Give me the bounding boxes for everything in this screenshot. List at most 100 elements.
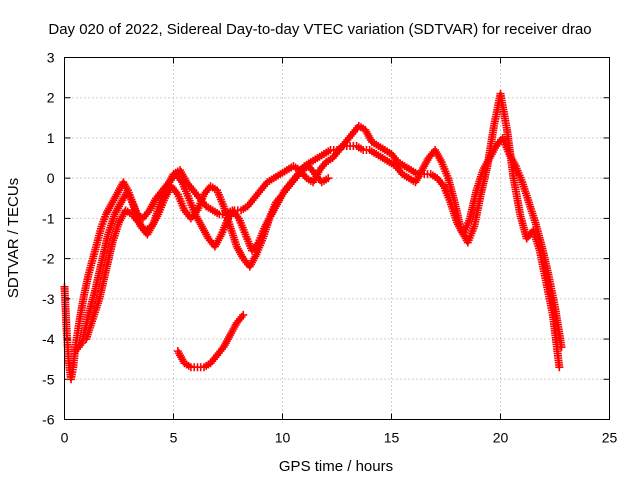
marker-trail xyxy=(387,159,398,169)
marker-trail xyxy=(312,172,325,185)
marker-trail xyxy=(396,159,407,169)
marker-trail xyxy=(477,164,491,197)
marker-trail xyxy=(198,224,212,241)
marker-trail xyxy=(102,240,116,273)
marker-trail xyxy=(206,236,218,249)
marker-trail xyxy=(240,256,253,269)
marker-trail xyxy=(98,232,112,265)
marker-trail xyxy=(428,171,440,181)
marker-trail xyxy=(123,207,134,218)
marker-trail xyxy=(208,353,220,366)
marker-trail xyxy=(309,155,320,165)
marker-trail xyxy=(306,164,318,177)
marker-trail xyxy=(173,172,185,185)
marker-trail xyxy=(227,320,240,338)
marker-trail xyxy=(164,172,177,189)
marker-trail xyxy=(111,200,125,217)
marker-trail xyxy=(225,208,237,221)
x-axis-label: GPS time / hours xyxy=(279,458,393,475)
marker-trail xyxy=(253,236,266,257)
marker-trail xyxy=(536,248,550,285)
marker-trail xyxy=(356,123,368,133)
marker-trail xyxy=(367,147,379,157)
marker-trail xyxy=(234,312,246,325)
marker-trail xyxy=(376,143,387,153)
marker-trail xyxy=(370,139,381,149)
plot-frame xyxy=(64,57,610,420)
marker-trail xyxy=(136,220,148,233)
marker-trail xyxy=(317,160,329,173)
marker-trail xyxy=(335,143,346,153)
marker-trail xyxy=(278,167,289,177)
y-tick-label: -5 xyxy=(42,371,55,387)
marker-trail xyxy=(148,212,162,229)
marker-trail xyxy=(153,188,165,201)
marker-trail xyxy=(89,240,101,261)
marker-trail xyxy=(120,180,131,193)
marker-trail xyxy=(273,192,285,205)
marker-trail xyxy=(184,180,196,193)
series-track-d xyxy=(173,310,248,372)
marker-trail xyxy=(438,160,452,180)
marker-trail xyxy=(73,341,85,354)
marker-trail xyxy=(251,188,264,201)
marker-trail xyxy=(315,151,326,161)
x-tick-label: 10 xyxy=(275,430,291,446)
axis-ticks: 0 5 10 15 20 25 -6 -5 -4 -3 -2 -1 0 1 2 3 xyxy=(42,50,617,446)
marker-trail xyxy=(107,196,118,209)
marker-trail xyxy=(171,167,182,177)
marker-trail xyxy=(168,184,181,197)
marker-trail xyxy=(190,188,203,201)
y-axis-label: SDTVAR / TECUs xyxy=(5,178,22,298)
marker-trail xyxy=(143,223,154,234)
marker-trail xyxy=(409,167,420,177)
marker-trail xyxy=(182,360,193,370)
y-tick-label: -3 xyxy=(42,291,55,307)
marker-trail xyxy=(194,192,208,213)
data-point xyxy=(555,363,564,372)
marker-trail xyxy=(246,252,260,269)
marker-trail xyxy=(432,148,445,165)
marker-trail xyxy=(412,168,425,185)
marker-trail xyxy=(280,184,292,197)
marker-trail xyxy=(235,216,249,237)
x-tick-label: 15 xyxy=(384,430,400,446)
marker-trail xyxy=(140,208,152,221)
marker-trail xyxy=(434,176,447,189)
marker-trail xyxy=(60,284,71,333)
marker-trail xyxy=(208,183,219,193)
marker-trail xyxy=(451,200,465,233)
marker-trail xyxy=(201,184,213,197)
marker-trail xyxy=(266,200,280,221)
marker-trail xyxy=(229,208,242,221)
marker-trail xyxy=(124,188,138,209)
marker-trail xyxy=(146,196,159,213)
marker-trail xyxy=(76,293,88,321)
marker-trail xyxy=(516,212,531,241)
marker-trail xyxy=(179,180,192,200)
marker-trail xyxy=(400,171,411,181)
marker-trail xyxy=(440,184,454,205)
marker-trail xyxy=(212,232,225,249)
marker-trail xyxy=(214,345,227,358)
marker-trail xyxy=(324,155,335,165)
marker-trail xyxy=(177,168,190,185)
marker-trail xyxy=(85,288,99,317)
marker-trail xyxy=(503,128,518,180)
marker-trail xyxy=(111,188,122,201)
marker-trail xyxy=(419,156,432,173)
marker-trail xyxy=(402,163,413,173)
marker-trail xyxy=(343,131,355,144)
marker-trail xyxy=(380,155,392,165)
marker-trail xyxy=(393,164,405,177)
grid xyxy=(64,57,610,420)
marker-trail xyxy=(85,256,97,277)
marker-trail xyxy=(80,272,92,297)
marker-trail xyxy=(322,147,333,157)
marker-trail xyxy=(233,244,247,261)
marker-trail xyxy=(496,91,511,132)
x-tick-label: 25 xyxy=(602,430,618,446)
marker-trail xyxy=(98,212,110,229)
y-tick-label: -6 xyxy=(42,412,55,428)
